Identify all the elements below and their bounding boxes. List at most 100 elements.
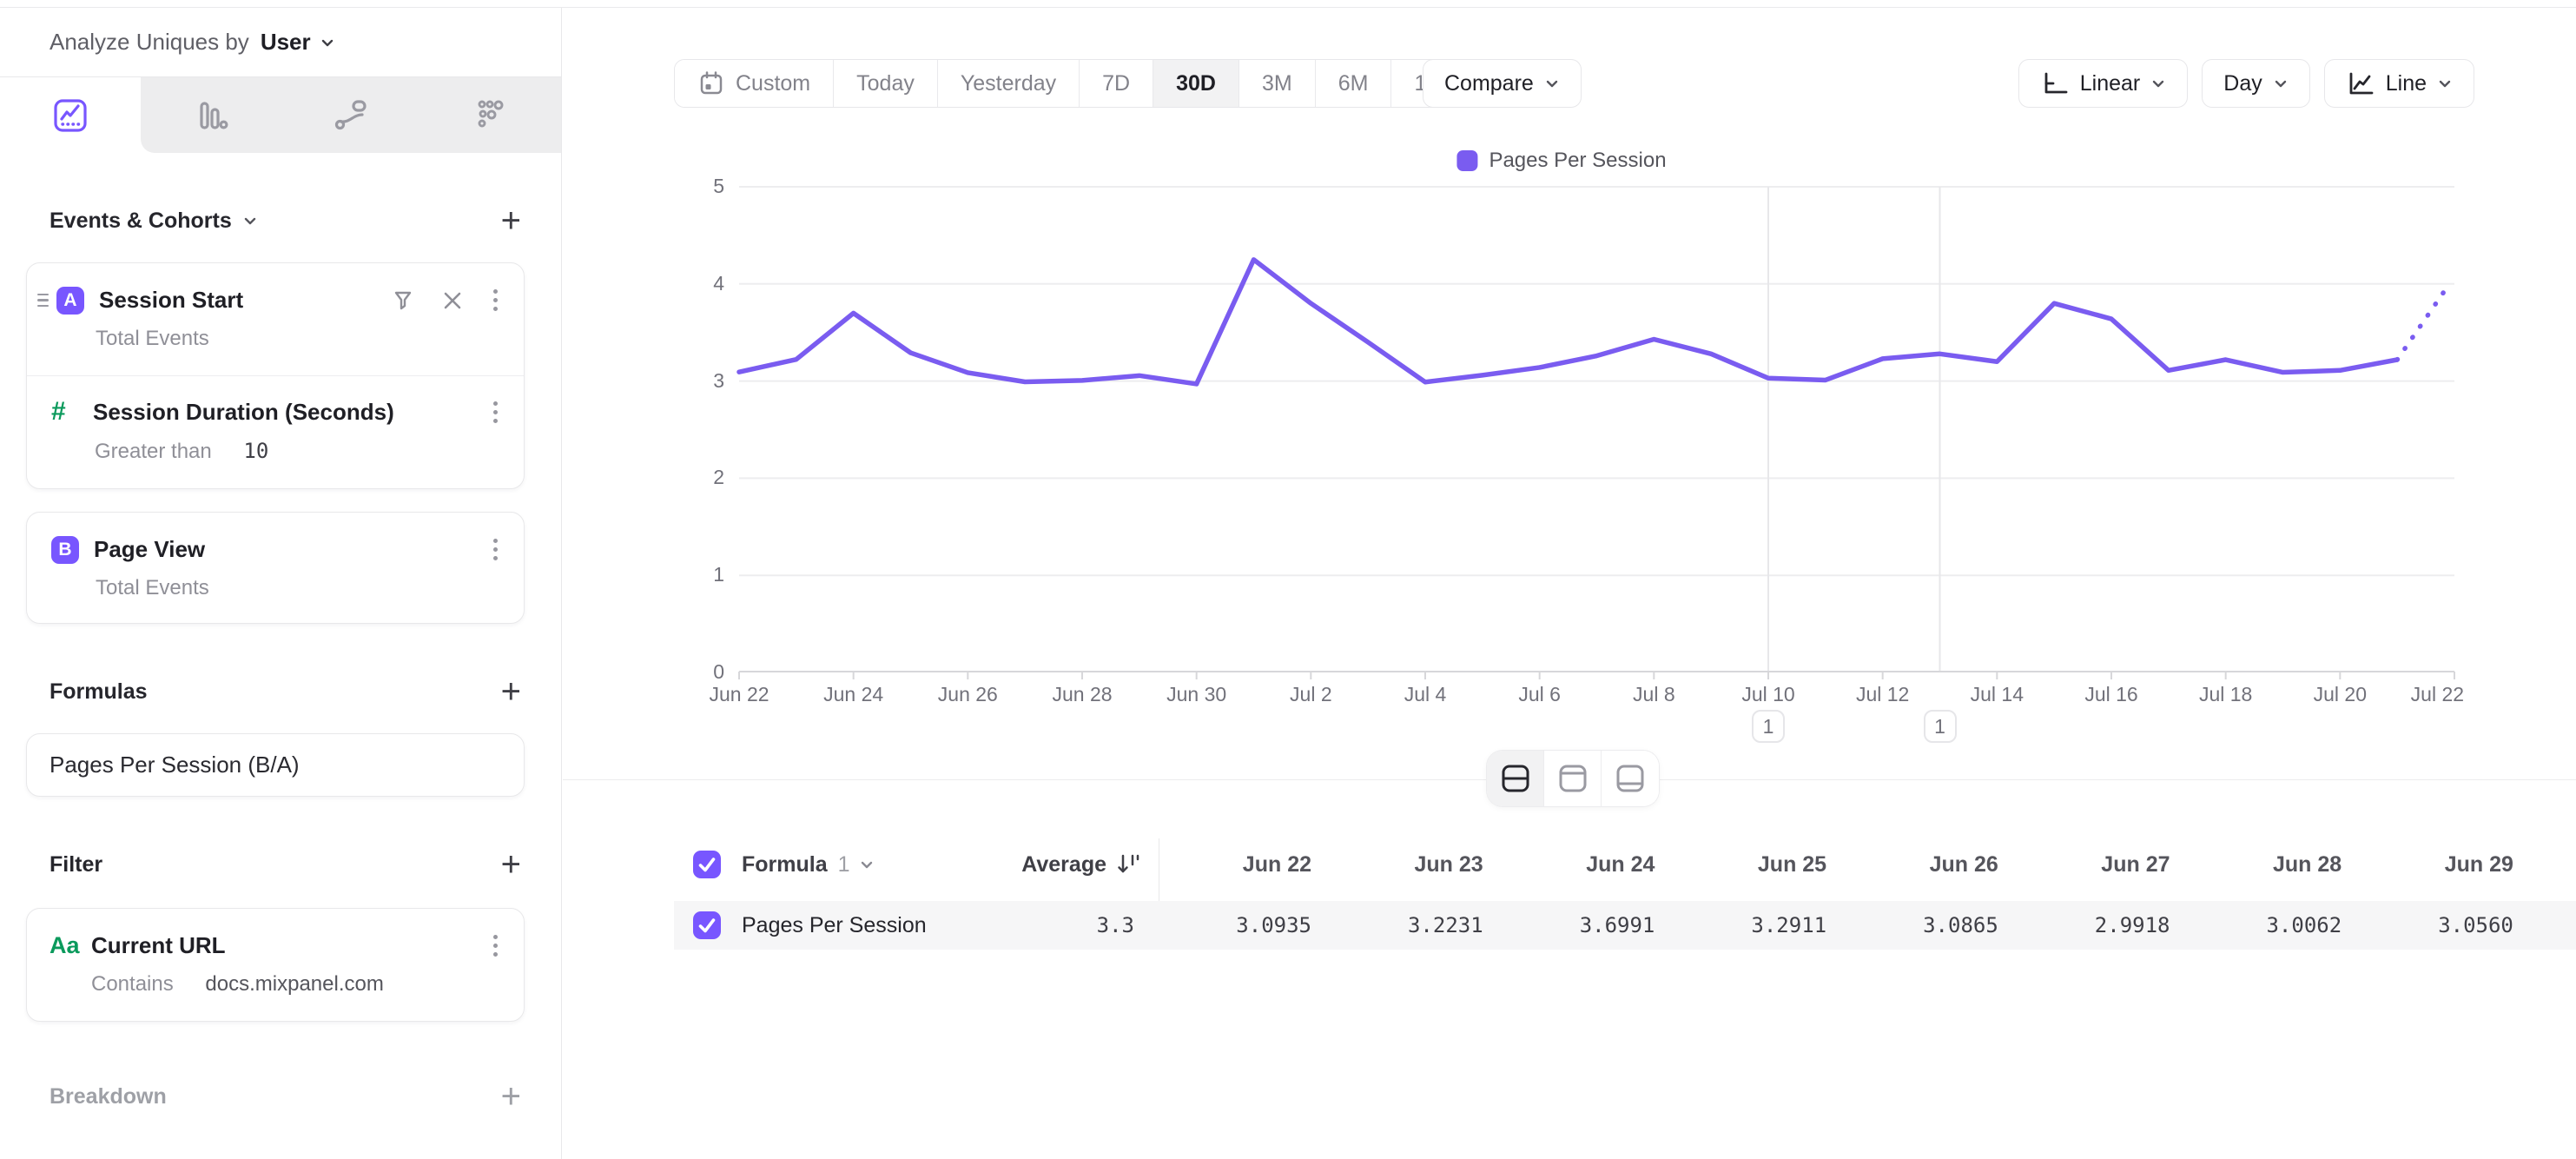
add-event-button[interactable]: +: [500, 202, 521, 240]
analyze-by-dropdown[interactable]: User: [261, 29, 335, 56]
annotation-badge-jul-13[interactable]: 1: [1923, 710, 1957, 743]
y-tick-label: 0: [713, 660, 724, 683]
x-tick-label: Jun 24: [823, 683, 884, 705]
tab-retention[interactable]: [420, 77, 561, 153]
check-icon: [698, 918, 716, 933]
y-tick-label: 3: [713, 368, 724, 392]
event-title[interactable]: Session Start: [99, 287, 244, 313]
date-column-header: Jun 28: [2272, 852, 2342, 877]
range-today[interactable]: Today: [834, 60, 938, 107]
analyze-by-value: User: [260, 29, 311, 55]
line-chart-icon: [54, 98, 87, 132]
range-30d[interactable]: 30D: [1153, 60, 1239, 107]
average-column-header[interactable]: Average: [867, 838, 1141, 891]
date-cell-value: 3.0062: [2266, 913, 2342, 937]
analyze-uniques-label: Analyze Uniques by: [50, 29, 249, 55]
remove-event-button[interactable]: [441, 289, 464, 312]
select-all-checkbox[interactable]: [693, 851, 721, 878]
x-tick-label: Jun 26: [937, 683, 998, 705]
filter-options-button[interactable]: [490, 931, 501, 960]
add-formula-button[interactable]: +: [500, 672, 521, 711]
chevron-down-icon[interactable]: [242, 213, 258, 228]
table-only-icon: [1616, 765, 1644, 792]
split-view-button[interactable]: [1487, 751, 1544, 806]
range-7d[interactable]: 7D: [1080, 60, 1154, 107]
formula-card[interactable]: Pages Per Session (B/A): [26, 733, 525, 797]
linear-scale-icon: [2044, 72, 2068, 94]
range-custom[interactable]: Custom: [675, 60, 835, 107]
range-6m[interactable]: 6M: [1315, 60, 1392, 107]
table-row[interactable]: [674, 901, 2576, 950]
date-column-header: Jun 27: [2101, 852, 2170, 877]
formula-column-header[interactable]: Formula 1: [742, 838, 875, 891]
interval-dropdown[interactable]: Day: [2202, 59, 2310, 108]
filter-title[interactable]: Current URL: [91, 932, 226, 958]
compare-button[interactable]: Compare: [1423, 59, 1582, 108]
property-title[interactable]: Session Duration (Seconds): [93, 398, 394, 425]
y-tick-label: 5: [713, 175, 724, 197]
formulas-section-title: Formulas: [50, 679, 148, 704]
x-tick-label: Jul 6: [1518, 683, 1561, 705]
chart-type-dropdown[interactable]: Line: [2323, 59, 2474, 108]
x-tick-label: Jul 10: [1741, 683, 1795, 705]
date-cell-value: 3.6991: [1579, 913, 1655, 937]
event-measurement[interactable]: Total Events: [96, 576, 209, 599]
property-operator[interactable]: Greater than: [95, 440, 212, 463]
range-3m[interactable]: 3M: [1238, 60, 1316, 107]
drag-handle-icon[interactable]: [37, 293, 51, 308]
property-options-button[interactable]: [490, 398, 501, 427]
event-options-button[interactable]: [490, 535, 501, 564]
add-filter-button[interactable]: +: [500, 845, 521, 884]
visualization-tabs: [0, 77, 561, 153]
date-column-header: Jun 25: [1757, 852, 1827, 877]
range-yesterday[interactable]: Yesterday: [937, 60, 1080, 107]
view-toggle: [1487, 751, 1659, 806]
tab-bar-chart[interactable]: [140, 77, 281, 153]
chart-only-icon: [1559, 765, 1586, 792]
filter-value[interactable]: docs.mixpanel.com: [205, 972, 384, 996]
flow-icon: [334, 99, 367, 129]
chevron-down-icon: [2275, 80, 2286, 88]
event-measurement[interactable]: Total Events: [96, 327, 209, 350]
row-series-name: Pages Per Session: [742, 912, 927, 937]
row-checkbox[interactable]: [693, 911, 721, 939]
row-average-value: 3.3: [1096, 913, 1134, 937]
filter-section-header: Filter +: [50, 847, 521, 882]
filter-event-button[interactable]: [391, 288, 415, 313]
breakdown-section-title: Breakdown: [50, 1083, 167, 1109]
date-cell-value: 3.0865: [1923, 913, 1998, 937]
line-chart[interactable]: [736, 186, 2455, 679]
event-options-button[interactable]: [490, 286, 501, 315]
tab-flows[interactable]: [281, 77, 421, 153]
event-card-page-view[interactable]: B Page View Total Events: [26, 512, 525, 624]
chart-settings-controls: Linear Day Line: [2018, 59, 2474, 108]
string-property-icon: Aa: [50, 932, 80, 958]
filter-operator[interactable]: Contains: [91, 972, 174, 996]
x-tick-label: Jun 28: [1052, 683, 1113, 705]
x-tick-label: Jul 18: [2198, 683, 2253, 705]
compare-label: Compare: [1444, 70, 1534, 96]
add-breakdown-button[interactable]: +: [500, 1077, 521, 1116]
tab-line-chart[interactable]: [0, 77, 141, 153]
bar-chart-icon: [200, 101, 228, 129]
scale-dropdown[interactable]: Linear: [2018, 59, 2189, 108]
chart-only-button[interactable]: [1544, 751, 1602, 806]
chevron-down-icon: [321, 39, 333, 46]
x-tick-label: Jun 22: [709, 683, 769, 705]
filter-card-current-url[interactable]: Aa Current URL Contains docs.mixpanel.co…: [26, 908, 525, 1022]
event-title[interactable]: Page View: [94, 536, 206, 562]
property-value[interactable]: 10: [243, 439, 269, 463]
chevron-down-icon: [1546, 80, 1558, 88]
number-property-icon: #: [51, 397, 66, 426]
x-tick-label: Jul 20: [2313, 683, 2368, 705]
breakdown-section-header: Breakdown +: [50, 1079, 521, 1114]
event-card-session-start[interactable]: A Session Start Total Events: [26, 262, 525, 489]
top-divider: [0, 7, 2576, 8]
x-tick-label: Jul 8: [1633, 683, 1675, 705]
x-tick-label: Jul 4: [1404, 683, 1447, 705]
date-column-header: Jun 23: [1414, 852, 1483, 877]
y-tick-label: 2: [713, 466, 724, 489]
table-only-button[interactable]: [1602, 751, 1659, 806]
annotation-badge-jul-10[interactable]: 1: [1752, 710, 1785, 743]
